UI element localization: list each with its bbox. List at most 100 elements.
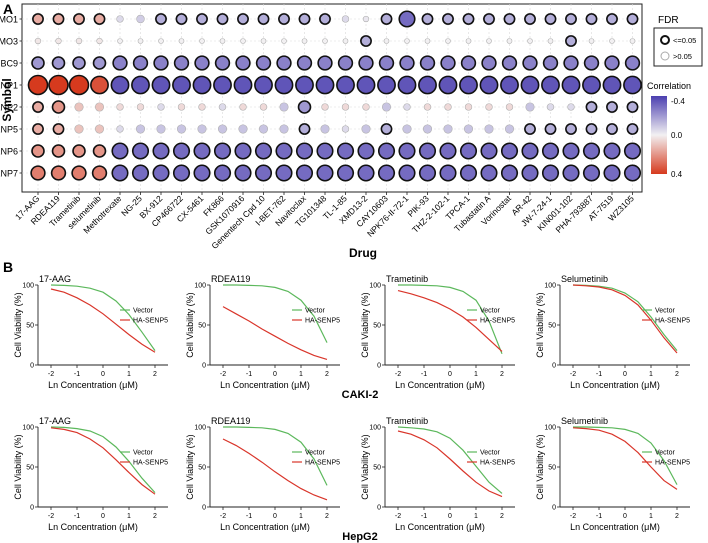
- heatmap-dot: [547, 38, 554, 44]
- y-axis-label: Cell Viability (%): [185, 292, 195, 357]
- heatmap-dot: [480, 164, 498, 182]
- heatmap-dot: [356, 75, 376, 95]
- x-tick-label: -1: [74, 513, 80, 520]
- legend-label: Vector: [480, 308, 501, 315]
- heatmap-dot: [602, 75, 622, 95]
- heatmap-dot: [439, 142, 457, 160]
- heatmap-dot: [422, 124, 433, 134]
- heatmap-row-label: SENP2: [0, 103, 18, 113]
- fdr-legend-box: [653, 27, 703, 67]
- heatmap-dot: [582, 142, 601, 160]
- heatmap-row-labels: SUMO1 SUMO3 UBC9 SENP1 SENP2 SENP5 SENP6 SENP7: [0, 15, 22, 179]
- heatmap-dot: [404, 38, 410, 44]
- panel-a-label: A: [3, 1, 13, 17]
- heatmap-dot: [525, 102, 535, 112]
- heatmap-dot: [357, 164, 375, 182]
- heatmap-dot: [419, 55, 436, 71]
- heatmap-dot: [258, 124, 269, 134]
- heatmap-dot: [91, 165, 108, 181]
- fdr-legend-nonsignificant-label: >0.05: [673, 52, 692, 61]
- heatmap-dot: [34, 37, 42, 45]
- heatmap-dot: [137, 38, 144, 44]
- x-tick-label: 0: [448, 513, 452, 520]
- x-tick-label: 2: [153, 513, 157, 520]
- heatmap-dot: [233, 75, 253, 95]
- heatmap-dot: [112, 55, 128, 71]
- heatmap-dot: [623, 142, 642, 160]
- heatmap-dot: [541, 142, 560, 160]
- heatmap-row-label: SENP7: [0, 169, 18, 179]
- heatmap-dot: [383, 38, 390, 44]
- heatmap-dot: [217, 124, 228, 134]
- heatmap-dot: [92, 56, 107, 70]
- heatmap-dot: [439, 164, 457, 182]
- y-tick-label: 0: [377, 363, 381, 370]
- heatmap-dot: [257, 13, 270, 25]
- heatmap-dot: [259, 103, 268, 111]
- heatmap-dot: [563, 55, 579, 71]
- heatmap-dot: [480, 142, 498, 160]
- heatmap-dot: [278, 13, 290, 25]
- y-tick-label: 100: [194, 283, 206, 290]
- x-tick-label: 1: [649, 371, 653, 378]
- heatmap-ylabel: Symbol: [0, 78, 14, 121]
- heatmap-dot: [500, 164, 519, 182]
- x-tick-label: 0: [623, 371, 627, 378]
- x-tick-label: 1: [474, 513, 478, 520]
- heatmap-dot: [582, 75, 601, 95]
- heatmap-dot: [459, 142, 478, 160]
- x-tick-label: -1: [596, 371, 602, 378]
- heatmap-dot: [157, 103, 165, 111]
- heatmap-dot: [336, 164, 355, 182]
- x-tick-label: -2: [220, 371, 226, 378]
- x-tick-label: 2: [500, 371, 504, 378]
- legend-label: HA-SENP5: [655, 318, 690, 325]
- heatmap-dot: [295, 142, 314, 160]
- heatmap-dot: [319, 13, 331, 25]
- y-tick-label: 50: [548, 465, 556, 472]
- heatmap-dot: [74, 102, 84, 112]
- heatmap-dot: [582, 164, 601, 182]
- dose-response-chart: 0 50 100 -2 -1 0 1 2 Ln Concentration (μM) Cell V…: [185, 274, 340, 390]
- heatmap-dot: [31, 144, 45, 158]
- x-tick-label: -1: [421, 371, 427, 378]
- heatmap-dot: [27, 74, 49, 96]
- fdr-legend-nonsignificant-marker: [660, 51, 670, 61]
- heatmap-dot: [197, 124, 207, 134]
- heatmap-dot: [32, 101, 44, 113]
- heatmap-dot: [561, 75, 581, 95]
- y-tick-label: 0: [30, 505, 34, 512]
- x-tick-label: -1: [246, 371, 252, 378]
- legend-label: Vector: [480, 450, 501, 457]
- heatmap-dot: [626, 101, 639, 113]
- correlation-legend: Correlation -0.4 0.0 0.4: [647, 81, 691, 179]
- heatmap-dot: [506, 38, 513, 44]
- heatmap-dot: [444, 103, 452, 111]
- heatmap-frame: [21, 3, 643, 193]
- series-line-vector: [50, 284, 156, 351]
- heatmap-dot: [68, 74, 90, 96]
- chart-title: Trametinib: [386, 274, 428, 284]
- correlation-tick-top: -0.4: [671, 97, 685, 106]
- chart-title: Selumetinib: [561, 274, 608, 284]
- x-tick-label: 1: [649, 513, 653, 520]
- series-line-ha-senp5: [222, 438, 328, 501]
- heatmap-dot: [464, 103, 473, 111]
- x-tick-label: -2: [395, 513, 401, 520]
- legend-label: Vector: [305, 308, 326, 315]
- x-tick-label: -2: [395, 371, 401, 378]
- heatmap-dot: [315, 75, 335, 95]
- heatmap-dot: [196, 13, 208, 25]
- dose-response-chart: 0 50 100 -2 -1 0 1 2 Ln Concentration (μM) Cell V…: [13, 274, 168, 390]
- x-tick-label: 2: [325, 513, 329, 520]
- heatmap-dot: [585, 13, 598, 25]
- y-tick-label: 100: [544, 425, 556, 432]
- x-tick-label: -1: [74, 371, 80, 378]
- heatmap-dot: [260, 38, 267, 44]
- y-tick-label: 50: [373, 323, 381, 330]
- heatmap-dot: [172, 142, 191, 160]
- series-line-ha-senp5: [397, 430, 503, 498]
- heatmap-dot: [342, 38, 349, 44]
- series-line-vector: [398, 284, 503, 355]
